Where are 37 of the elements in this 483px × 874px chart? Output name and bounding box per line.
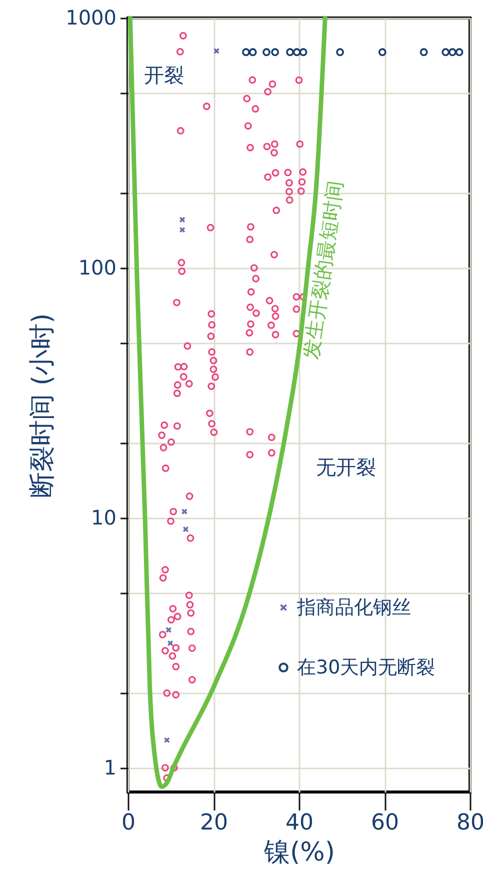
point <box>166 626 172 634</box>
point <box>378 48 386 56</box>
point <box>164 737 170 744</box>
x-tick-label: 40 <box>286 810 314 836</box>
point <box>292 48 301 56</box>
point <box>248 48 257 56</box>
x-tick-label: 80 <box>456 810 483 836</box>
point <box>448 48 456 56</box>
y-axis-title: 断裂时间 (小时) <box>28 313 58 498</box>
point <box>442 48 450 56</box>
point <box>179 216 186 223</box>
point <box>286 48 294 56</box>
point <box>455 48 464 56</box>
point <box>167 640 174 646</box>
legend-label: 指商品化钢丝 <box>296 596 411 618</box>
point <box>299 48 308 56</box>
point <box>179 226 186 233</box>
legend-label: 在30天内无断裂 <box>297 656 436 678</box>
annotation: 发生开裂的最短时间 <box>298 179 348 361</box>
point <box>336 48 344 56</box>
point <box>262 48 270 56</box>
point <box>242 48 250 56</box>
point <box>420 48 428 56</box>
point <box>213 48 220 54</box>
annotation: 无开裂 <box>316 455 376 479</box>
x-axis-title: 镍(%) <box>263 838 335 868</box>
x-tick-label: 20 <box>200 810 228 836</box>
x-tick-label: 60 <box>371 810 399 836</box>
y-tick-label: 100 <box>78 255 116 280</box>
annotation: 开裂 <box>144 63 184 87</box>
y-tick-label: 10 <box>91 505 116 530</box>
y-tick-label: 1000 <box>66 6 116 30</box>
y-tick-label: 1 <box>104 755 116 780</box>
point <box>181 508 188 515</box>
point <box>271 48 280 56</box>
x-tick-label: 0 <box>122 810 136 836</box>
point <box>182 526 189 532</box>
